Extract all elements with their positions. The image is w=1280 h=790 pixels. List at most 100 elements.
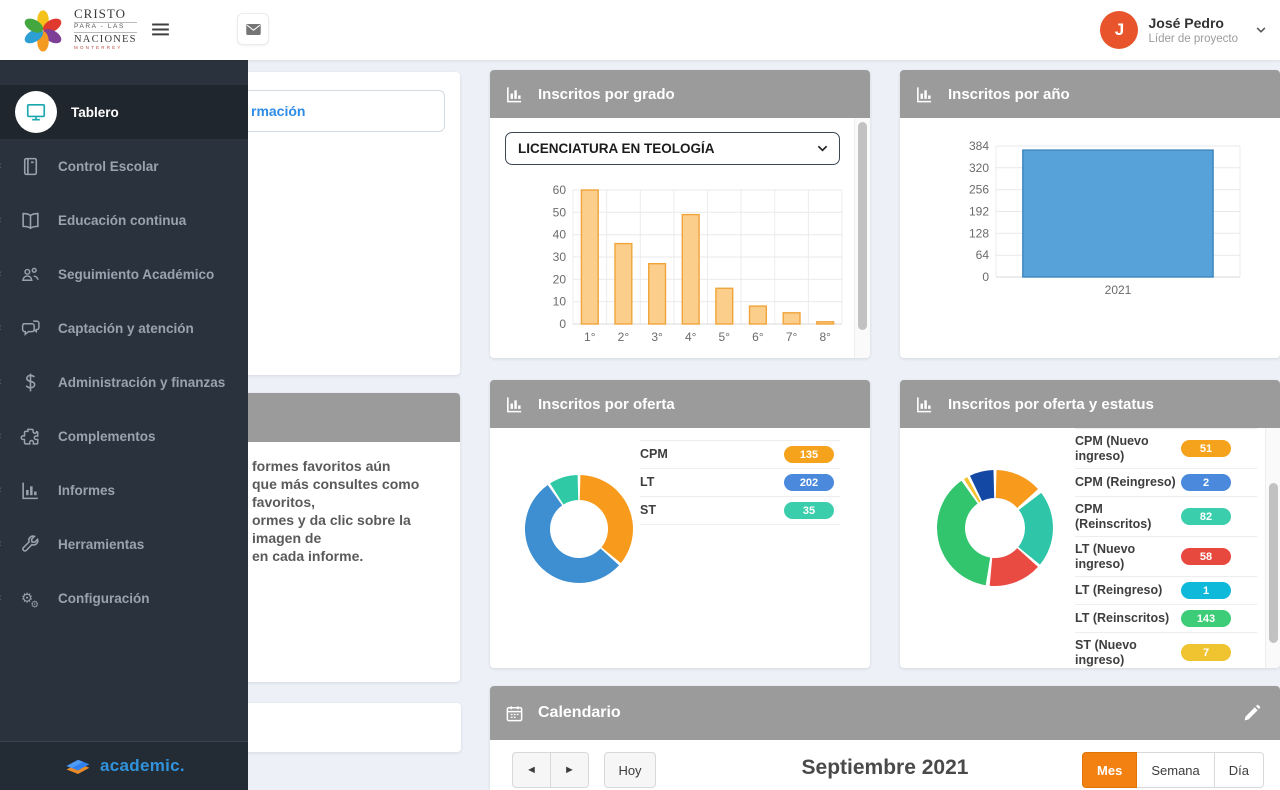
oferta-legend: CPM 135 LT 202 ST 35: [640, 440, 840, 525]
calendar-prev-button[interactable]: ◄: [512, 752, 551, 788]
brand-flower-icon: [24, 10, 62, 52]
legend-label: CPM (Nuevo ingreso): [1075, 434, 1149, 463]
bar-chart-icon: [915, 395, 934, 414]
sidebar-item-configuracion[interactable]: ‹ ⚙⚙ Configuración: [0, 571, 248, 625]
calendar-view-mes[interactable]: Mes: [1082, 752, 1138, 788]
legend-row: CPM (Reingreso) 2: [1075, 468, 1257, 496]
card-header: Calendario: [490, 686, 1280, 740]
avatar: J: [1100, 11, 1139, 49]
card-header: Inscritos por oferta: [490, 380, 870, 428]
legend-badge: 7: [1181, 644, 1231, 661]
mail-button[interactable]: [237, 13, 269, 45]
svg-text:⚙: ⚙: [21, 590, 33, 605]
svg-text:5°: 5°: [719, 330, 731, 344]
envelope-icon: [245, 21, 262, 38]
chevron-fragment-icon: ‹: [0, 376, 2, 388]
legend-badge: 1: [1181, 582, 1231, 599]
bar-chart-icon: [505, 395, 524, 414]
svg-text:2°: 2°: [618, 330, 630, 344]
academic-logo-icon: [66, 759, 90, 774]
grado-bar-chart: 0 10 20 30 40 50 60 1° 2° 3° 4° 5° 6° 7° 8°: [553, 183, 843, 344]
calendar-view-semana[interactable]: Semana: [1136, 752, 1215, 788]
legend-label: CPM (Reingreso): [1075, 475, 1176, 490]
chevron-fragment-icon: ‹: [0, 268, 2, 280]
user-menu[interactable]: J José Pedro Líder de proyecto: [1100, 0, 1268, 60]
svg-text:3°: 3°: [651, 330, 663, 344]
sidebar-item-captacion-y-atencion[interactable]: ‹ Captación y atención: [0, 301, 248, 355]
sidebar-item-administracion-y-finanzas[interactable]: ‹ Administración y finanzas: [0, 355, 248, 409]
program-select[interactable]: LICENCIATURA EN TEOLOGÍA: [505, 132, 840, 165]
legend-row: LT (Reingreso) 1: [1075, 576, 1257, 604]
sidebar: Tablero ‹ Control Escolar ‹ Educación contin…: [0, 60, 248, 790]
inscritos-por-oferta-y-estatus-card: Inscritos por oferta y estatus CPM (Nuev…: [900, 380, 1280, 668]
svg-text:7°: 7°: [786, 330, 798, 344]
card-scrollbar[interactable]: [854, 118, 870, 358]
legend-label: ST (Nuevo ingreso): [1075, 638, 1137, 667]
brand-logo: CRISTO PARA - LAS NACIONES MONTERREY: [20, 6, 137, 52]
sidebar-item-seguimiento-academico[interactable]: ‹ Seguimiento Académico: [0, 247, 248, 301]
chevron-fragment-icon: ‹: [0, 484, 2, 496]
legend-label: LT (Reinscritos): [1075, 611, 1170, 626]
favorites-text-line: en cada informe.: [252, 548, 364, 564]
card-title: Inscritos por oferta: [538, 395, 675, 413]
sidebar-item-complementos[interactable]: ‹ Complementos: [0, 409, 248, 463]
legend-label: ST: [640, 503, 656, 518]
sidebar-item-label: Captación y atención: [58, 320, 194, 336]
chevron-fragment-icon: ‹: [0, 538, 2, 550]
svg-text:128: 128: [969, 226, 989, 240]
card-scrollbar[interactable]: [1265, 428, 1280, 668]
svg-text:2021: 2021: [1105, 283, 1132, 297]
gears-icon: ⚙ ⚙: [19, 587, 41, 609]
card-title: Inscritos por grado: [538, 85, 675, 103]
legend-badge: 58: [1181, 548, 1231, 565]
sidebar-item-herramientas[interactable]: ‹ Herramientas: [0, 517, 248, 571]
chevron-fragment-icon: ‹: [0, 322, 2, 334]
oferta-donut-chart: [524, 475, 633, 584]
calendar-month-title: Septiembre 2021: [801, 756, 969, 779]
sidebar-item-educacion-continua[interactable]: ‹ Educación continua: [0, 193, 248, 247]
svg-text:256: 256: [969, 183, 989, 197]
sidebar-item-tablero[interactable]: Tablero: [0, 85, 248, 139]
hamburger-icon[interactable]: [150, 19, 171, 40]
svg-text:50: 50: [553, 205, 567, 219]
card-header: Inscritos por grado: [490, 70, 870, 118]
svg-text:0: 0: [982, 270, 989, 284]
svg-text:192: 192: [969, 205, 989, 219]
svg-text:64: 64: [976, 248, 990, 262]
chat-icon: [19, 317, 41, 339]
estatus-donut-chart: [937, 470, 1053, 586]
svg-text:4°: 4°: [685, 330, 697, 344]
program-select-wrap: LICENCIATURA EN TEOLOGÍA: [505, 132, 840, 165]
svg-text:0: 0: [559, 317, 566, 331]
legend-badge: 51: [1181, 440, 1231, 457]
brand-text: CRISTO PARA - LAS NACIONES MONTERREY: [74, 6, 137, 50]
legend-label: LT: [640, 475, 655, 490]
academic-logo-text: academic.: [100, 756, 185, 775]
scrollbar-thumb[interactable]: [1269, 483, 1278, 643]
sidebar-item-control-escolar[interactable]: ‹ Control Escolar: [0, 139, 248, 193]
legend-label: CPM (Reinscritos): [1075, 502, 1152, 531]
calendar-view-dia[interactable]: Día: [1213, 752, 1264, 788]
calendar-next-button[interactable]: ►: [550, 752, 589, 788]
scrollbar-thumb[interactable]: [858, 122, 867, 330]
svg-text:320: 320: [969, 161, 989, 175]
pencil-icon[interactable]: [1242, 703, 1262, 723]
svg-text:10: 10: [553, 295, 567, 309]
sidebar-item-label: Seguimiento Académico: [58, 266, 215, 282]
inscritos-por-oferta-card: Inscritos por oferta CPM 135 LT 202 ST 35: [490, 380, 870, 668]
open-book-icon: [19, 209, 41, 231]
bar-chart-icon: [505, 85, 524, 104]
card-title: Inscritos por oferta y estatus: [948, 395, 1154, 413]
sidebar-item-informes[interactable]: ‹ Informes: [0, 463, 248, 517]
svg-text:8°: 8°: [819, 330, 831, 344]
svg-text:40: 40: [553, 228, 567, 242]
dollar-icon: [19, 371, 41, 393]
legend-row: ST (Nuevo ingreso) 7: [1075, 632, 1257, 668]
card-header: Inscritos por año: [900, 70, 1280, 118]
chevron-down-icon: [1254, 23, 1268, 37]
legend-badge: 82: [1181, 508, 1231, 525]
anio-bar-chart: 0 64 128 192 256 320 384 2021: [969, 139, 1241, 297]
sidebar-item-label: Tablero: [71, 104, 119, 120]
sidebar-item-label: Administración y finanzas: [58, 374, 226, 390]
calendar-today-button[interactable]: Hoy: [604, 752, 656, 788]
